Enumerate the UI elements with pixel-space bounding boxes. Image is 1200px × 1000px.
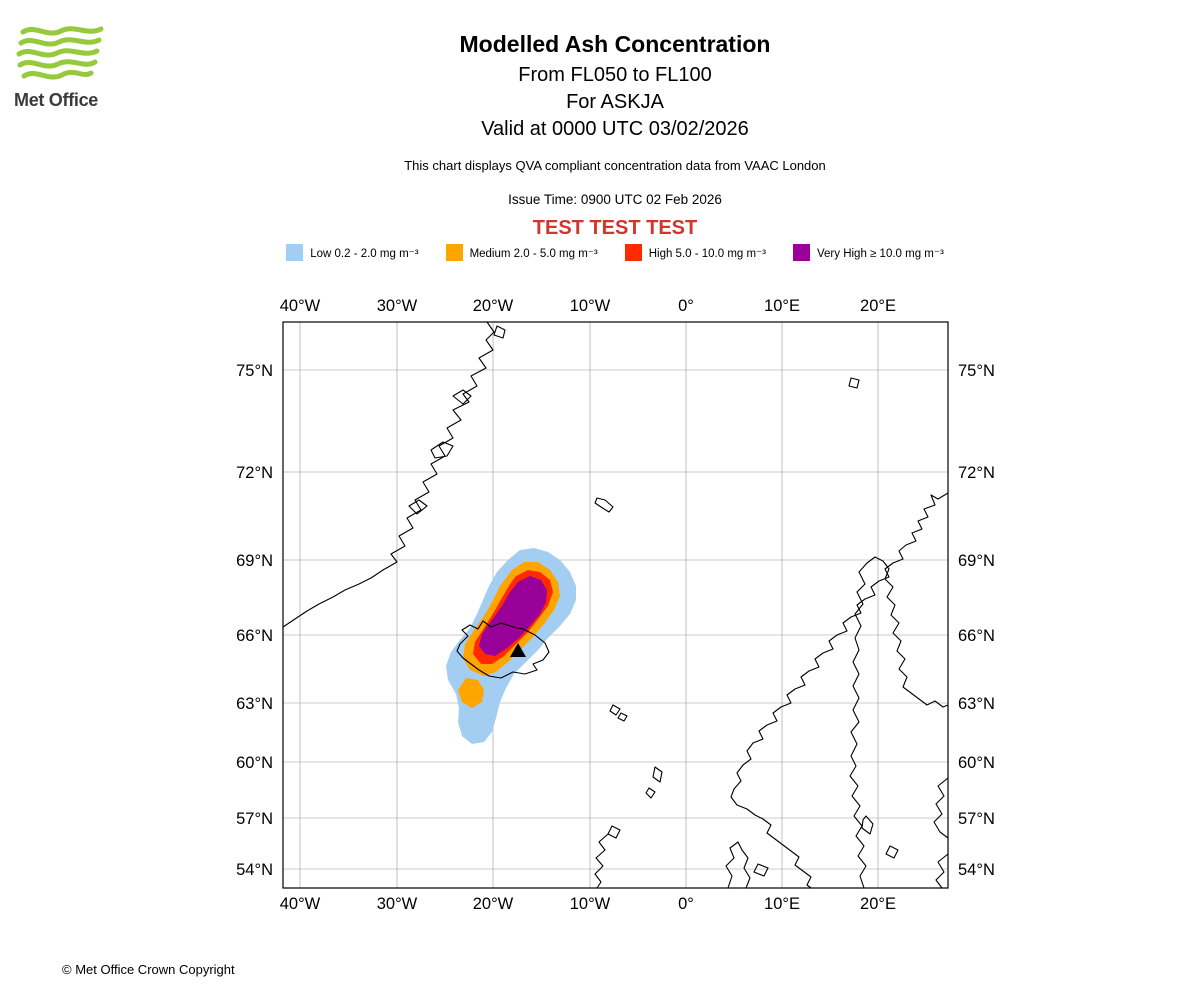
lon-label-bottom: 0° <box>678 895 694 913</box>
coast-baltic-island <box>885 845 899 859</box>
lon-label-top: 20°E <box>860 297 896 315</box>
lat-label-right: 69°N <box>958 552 995 570</box>
coast-greenland-island <box>408 499 428 515</box>
legend-swatch <box>792 244 810 261</box>
met-office-swoosh-icon <box>16 26 104 80</box>
coast-greenland-island <box>452 389 472 405</box>
legend-swatch <box>624 244 642 261</box>
plume-medium-south <box>458 678 484 708</box>
flight-level-line: From FL050 to FL100 <box>518 64 712 86</box>
lat-label-left: 60°N <box>236 754 273 772</box>
lat-label-left: 69°N <box>236 552 273 570</box>
coast-norway <box>730 492 949 889</box>
coast-greenland-island <box>493 325 506 339</box>
legend-item: Low 0.2 - 2.0 mg m⁻³ <box>286 244 419 261</box>
lon-label-top: 40°W <box>280 297 321 315</box>
coast-greenland-island <box>430 441 454 459</box>
lat-label-left: 66°N <box>236 627 273 645</box>
lat-label-right: 72°N <box>958 464 995 482</box>
lon-label-bottom: 20°W <box>473 895 514 913</box>
lon-label-top: 0° <box>678 297 694 315</box>
lon-label-bottom: 10°W <box>570 895 611 913</box>
lat-label-right: 57°N <box>958 810 995 828</box>
plume-very-high <box>479 576 547 656</box>
ash-plume <box>446 548 576 744</box>
lon-label-bottom: 10°E <box>764 895 800 913</box>
coast-faroe <box>609 704 621 716</box>
coast-denmark <box>725 841 751 889</box>
lat-label-right: 63°N <box>958 695 995 713</box>
coast-greenland <box>282 321 495 628</box>
lon-label-top: 10°E <box>764 297 800 315</box>
valid-time-line: Valid at 0000 UTC 03/02/2026 <box>481 118 749 140</box>
coastlines <box>282 321 949 889</box>
lat-label-left: 54°N <box>236 861 273 879</box>
coast-shetland <box>652 766 663 783</box>
legend: Low 0.2 - 2.0 mg m⁻³ Medium 2.0 - 5.0 mg … <box>30 244 1200 261</box>
lon-label-top: 30°W <box>377 297 418 315</box>
page-title: Modelled Ash Concentration <box>459 31 771 57</box>
lat-label-right: 54°N <box>958 861 995 879</box>
issue-time: Issue Time: 0900 UTC 02 Feb 2026 <box>508 192 722 207</box>
legend-label: High 5.0 - 10.0 mg m⁻³ <box>648 247 766 260</box>
legend-label: Low 0.2 - 2.0 mg m⁻³ <box>310 247 419 260</box>
volcano-marker <box>510 643 526 657</box>
test-banner: TEST TEST TEST <box>532 217 698 239</box>
lat-label-right: 75°N <box>958 362 995 380</box>
legend-label: Medium 2.0 - 5.0 mg m⁻³ <box>469 247 598 260</box>
lon-label-top: 20°W <box>473 297 514 315</box>
lon-label-bottom: 20°E <box>860 895 896 913</box>
coast-baltic-east <box>933 777 949 839</box>
map-frame <box>282 321 949 889</box>
qva-description: This chart displays QVA compliant concen… <box>404 158 826 173</box>
axis-labels: 40°W 40°W 30°W 30°W 20°W 20°W 10°W 10°W 0° 0° 10°E… <box>236 297 995 913</box>
coast-faroe <box>617 712 628 722</box>
legend-label: Very High ≥ 10.0 mg m⁻³ <box>816 247 944 260</box>
lon-label-bottom: 40°W <box>280 895 321 913</box>
legend-swatch <box>445 244 463 261</box>
lat-label-right: 66°N <box>958 627 995 645</box>
coast-scotland <box>594 833 609 889</box>
legend-item: High 5.0 - 10.0 mg m⁻³ <box>624 244 766 261</box>
legend-item: Very High ≥ 10.0 mg m⁻³ <box>792 244 944 261</box>
legend-swatch <box>286 244 304 261</box>
coast-gotland <box>861 815 874 835</box>
met-office-logo: Met Office <box>14 24 124 111</box>
lat-label-right: 60°N <box>958 754 995 772</box>
volcano-line: For ASKJA <box>566 91 664 113</box>
met-office-logo-text: Met Office <box>14 90 99 110</box>
map: 40°W 40°W 30°W 30°W 20°W 20°W 10°W 10°W 0° 0° 10°E… <box>236 297 995 913</box>
coast-iceland <box>456 620 550 679</box>
lon-label-top: 10°W <box>570 297 611 315</box>
lat-label-left: 72°N <box>236 464 273 482</box>
lat-label-left: 75°N <box>236 362 273 380</box>
legend-item: Medium 2.0 - 5.0 mg m⁻³ <box>445 244 598 261</box>
grid-lines <box>283 322 948 888</box>
coast-denmark-island <box>753 863 769 877</box>
coast-sweden-finland <box>849 556 949 889</box>
coast-baltic-southeast <box>935 853 949 889</box>
lat-label-left: 57°N <box>236 810 273 828</box>
coast-orkney <box>607 825 621 839</box>
coast-shetland <box>645 787 656 799</box>
coast-jan-mayen <box>594 497 614 513</box>
coast-bear-island <box>848 377 860 389</box>
lat-label-left: 63°N <box>236 695 273 713</box>
lon-label-bottom: 30°W <box>377 895 418 913</box>
copyright: © Met Office Crown Copyright <box>62 962 235 977</box>
